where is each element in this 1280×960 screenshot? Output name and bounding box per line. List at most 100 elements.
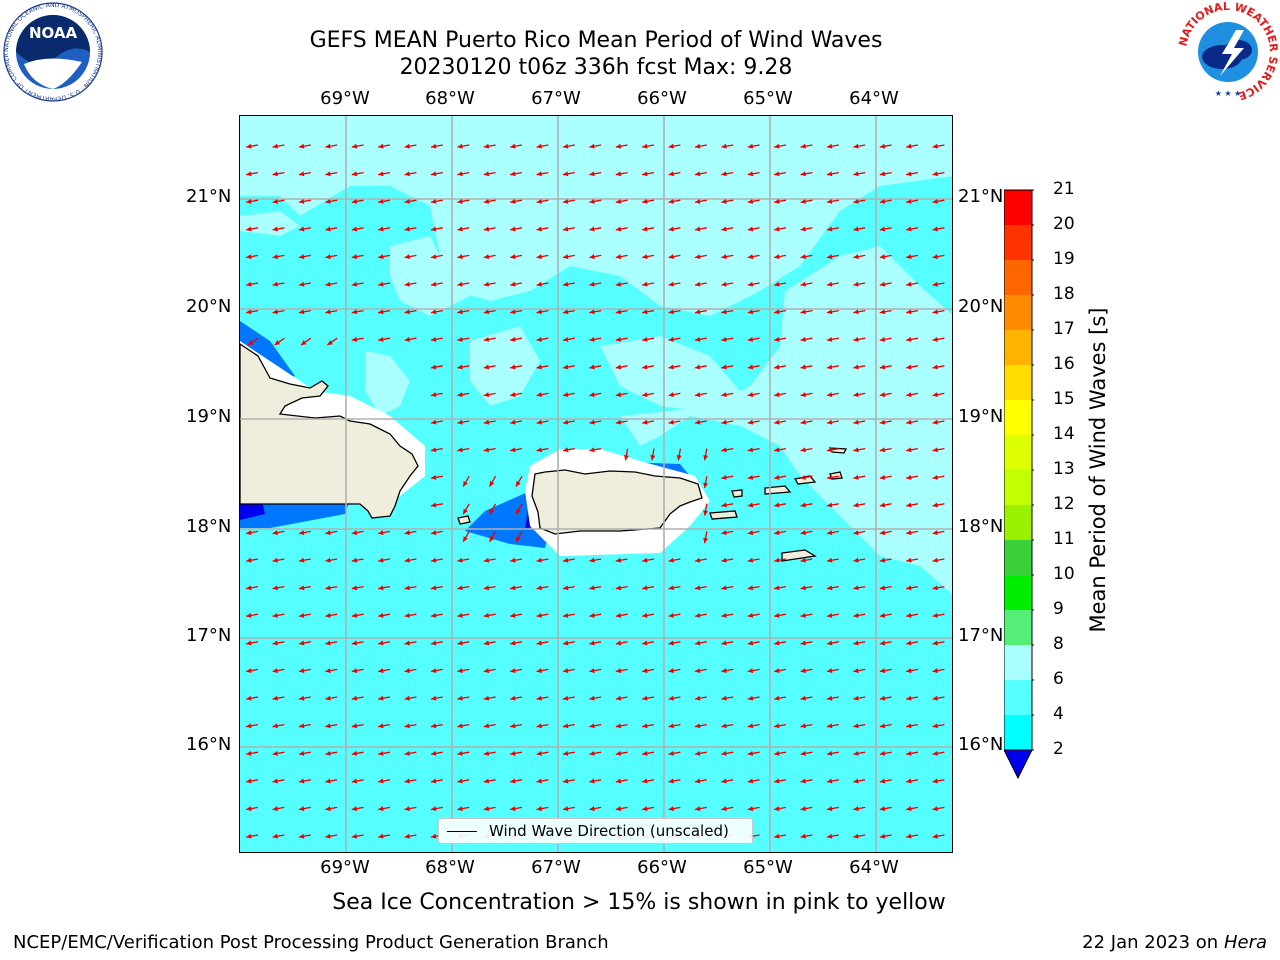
direction-arrow-head bbox=[774, 778, 780, 784]
direction-arrow-head bbox=[589, 171, 595, 177]
lon-label-bottom: 68°W bbox=[425, 857, 475, 878]
direction-arrow-head bbox=[246, 668, 252, 674]
direction-arrow-head bbox=[906, 143, 912, 149]
direction-arrow-head bbox=[826, 750, 833, 756]
direction-arrow-head bbox=[457, 612, 463, 618]
direction-arrow-head bbox=[676, 455, 682, 461]
direction-arrow-head bbox=[668, 336, 674, 342]
direction-arrow-head bbox=[853, 806, 859, 812]
direction-arrow-head bbox=[298, 778, 305, 784]
direction-arrow-head bbox=[615, 695, 622, 701]
colorbar-segment bbox=[1004, 645, 1032, 680]
direction-arrow-head bbox=[430, 530, 437, 536]
direction-arrow-head bbox=[721, 198, 727, 204]
svg-text:NOAA: NOAA bbox=[29, 24, 78, 42]
direction-arrow-head bbox=[510, 585, 516, 591]
direction-arrow-head bbox=[272, 198, 278, 204]
direction-arrow-head bbox=[826, 778, 833, 784]
direction-arrow-head bbox=[510, 778, 516, 784]
direction-arrow-head bbox=[615, 640, 622, 646]
direction-arrow-head bbox=[932, 281, 938, 287]
direction-arrow-head bbox=[906, 530, 912, 536]
direction-arrow-head bbox=[510, 557, 516, 563]
lat-label-left: 18°N bbox=[186, 516, 232, 537]
colorbar bbox=[1004, 189, 1034, 780]
direction-arrow-head bbox=[800, 806, 806, 812]
direction-arrow-head bbox=[378, 254, 384, 260]
direction-arrow-head bbox=[747, 474, 754, 480]
direction-arrow-head bbox=[378, 612, 384, 618]
direction-arrow-head bbox=[536, 640, 542, 646]
direction-arrow-head bbox=[747, 392, 754, 398]
footer-credit: NCEP/EMC/Verification Post Processing Pr… bbox=[13, 932, 609, 953]
colorbar-tick-label: 20 bbox=[1053, 214, 1075, 234]
direction-arrow-head bbox=[457, 254, 463, 260]
direction-arrow-head bbox=[826, 585, 833, 591]
direction-arrow-head bbox=[246, 778, 252, 784]
direction-arrow-head bbox=[483, 392, 490, 398]
colorbar-tick-label: 8 bbox=[1053, 634, 1064, 654]
direction-arrow-head bbox=[272, 778, 278, 784]
direction-arrow-head bbox=[272, 668, 278, 674]
direction-arrow-head bbox=[510, 695, 516, 701]
direction-arrow-head bbox=[589, 750, 595, 756]
direction-arrow-head bbox=[298, 309, 305, 315]
direction-arrow-head bbox=[298, 806, 305, 812]
direction-arrow-head bbox=[272, 143, 278, 149]
direction-arrow-head bbox=[747, 530, 754, 536]
direction-arrow-head bbox=[747, 612, 754, 618]
direction-arrow-head bbox=[615, 254, 622, 260]
direction-arrow-head bbox=[457, 226, 463, 232]
direction-arrow-head bbox=[589, 392, 595, 398]
direction-arrow-head bbox=[378, 309, 384, 315]
direction-arrow-head bbox=[853, 419, 859, 425]
lat-label-right: 18°N bbox=[958, 516, 1004, 537]
direction-arrow-head bbox=[932, 640, 938, 646]
direction-arrow-head bbox=[668, 585, 674, 591]
direction-arrow-head bbox=[510, 254, 516, 260]
direction-arrow-head bbox=[747, 198, 754, 204]
direction-arrow-head bbox=[351, 171, 358, 177]
gridlines bbox=[240, 116, 952, 852]
direction-arrow-head bbox=[378, 143, 384, 149]
direction-arrow-head bbox=[536, 806, 542, 812]
direction-arrow-head bbox=[668, 309, 674, 315]
direction-arrow-head bbox=[378, 668, 384, 674]
direction-arrow-head bbox=[668, 392, 674, 398]
direction-arrow-head bbox=[800, 143, 806, 149]
direction-arrow-head bbox=[932, 557, 938, 563]
direction-arrow-head bbox=[694, 364, 701, 370]
direction-arrow-head bbox=[642, 778, 648, 784]
direction-arrow-head bbox=[536, 281, 542, 287]
direction-arrow-head bbox=[589, 419, 595, 425]
direction-arrow-head bbox=[536, 447, 542, 453]
direction-arrow-head bbox=[853, 198, 859, 204]
direction-arrow-head bbox=[906, 281, 912, 287]
direction-arrow-head bbox=[378, 530, 384, 536]
colorbar-segment bbox=[1004, 680, 1032, 715]
direction-arrow-head bbox=[800, 502, 806, 508]
direction-arrow-head bbox=[351, 778, 358, 784]
direction-arrow-head bbox=[694, 309, 701, 315]
direction-arrow-head bbox=[774, 143, 780, 149]
direction-arrow-head bbox=[826, 281, 833, 287]
direction-arrow-head bbox=[457, 585, 463, 591]
direction-arrow-head bbox=[853, 447, 859, 453]
colorbar-segment bbox=[1004, 610, 1032, 645]
direction-arrow-head bbox=[298, 668, 305, 674]
direction-arrow-head bbox=[246, 530, 252, 536]
direction-arrow-head bbox=[457, 336, 463, 342]
direction-arrow-head bbox=[932, 502, 938, 508]
direction-arrow-head bbox=[721, 309, 727, 315]
plot-subtitle: 20230120 t06z 336h fcst Max: 9.28 bbox=[399, 55, 793, 80]
direction-arrow-head bbox=[562, 750, 569, 756]
direction-arrow-head bbox=[430, 198, 437, 204]
direction-arrow-head bbox=[668, 281, 674, 287]
direction-arrow-head bbox=[246, 833, 252, 839]
direction-arrow-head bbox=[463, 536, 468, 542]
direction-arrow-head bbox=[457, 750, 463, 756]
direction-arrow-head bbox=[694, 336, 701, 342]
direction-arrow-head bbox=[483, 336, 490, 342]
direction-arrow-head bbox=[721, 392, 727, 398]
colorbar-segment bbox=[1004, 365, 1032, 400]
